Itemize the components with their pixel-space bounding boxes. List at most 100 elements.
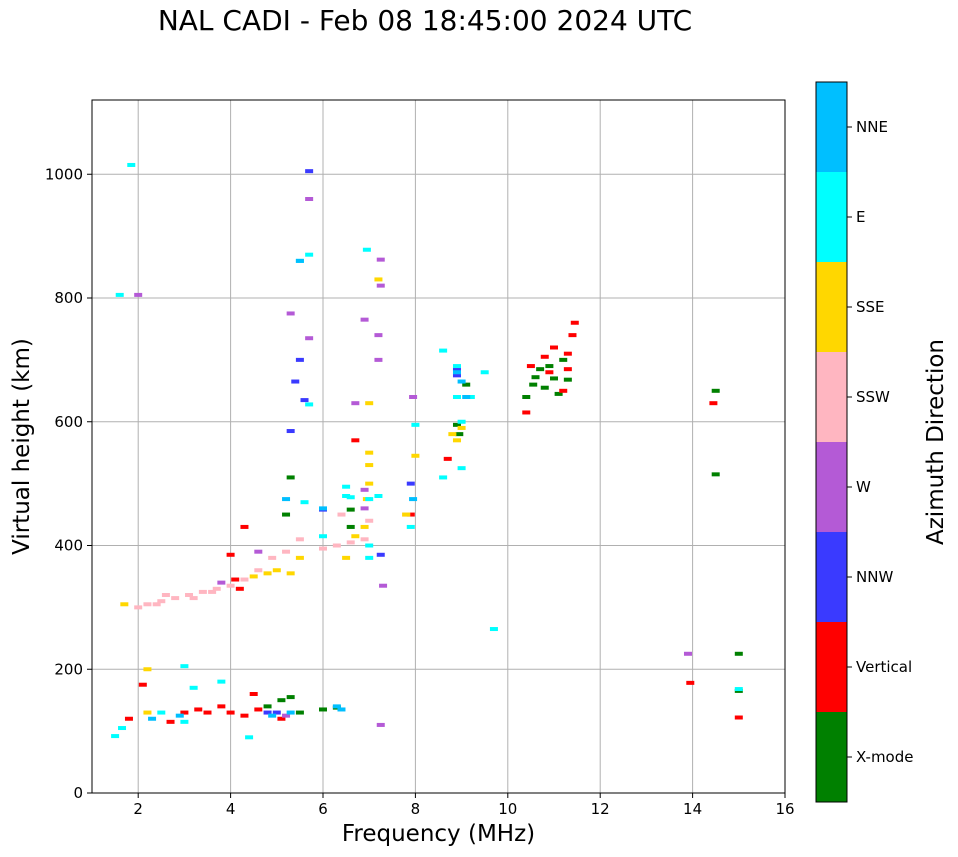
data-point xyxy=(305,252,314,257)
data-point xyxy=(332,543,341,548)
colorbar-tick-label: SSW xyxy=(856,388,890,406)
data-point xyxy=(462,382,471,387)
x-tick-label: 6 xyxy=(318,800,328,818)
data-point xyxy=(286,571,295,576)
data-point xyxy=(545,370,554,375)
data-point xyxy=(466,395,475,399)
data-point xyxy=(337,512,346,517)
data-point xyxy=(263,710,272,715)
data-point xyxy=(319,546,327,551)
data-point xyxy=(342,484,351,489)
data-point xyxy=(351,534,360,539)
data-point xyxy=(300,500,309,505)
data-point xyxy=(208,589,217,594)
data-point xyxy=(734,715,743,720)
colorbar-frame xyxy=(815,81,848,803)
colorbar-segment xyxy=(816,712,847,802)
data-point xyxy=(134,292,143,297)
data-point xyxy=(683,651,692,656)
data-point xyxy=(365,497,374,502)
data-point xyxy=(180,710,189,715)
data-point xyxy=(295,555,304,560)
data-point xyxy=(376,552,385,557)
colorbar-tick-label: X-mode xyxy=(856,748,913,766)
data-point xyxy=(203,710,212,715)
y-tick-label: 800 xyxy=(54,289,83,307)
colorbar-tick-label: Vertical xyxy=(856,658,912,676)
data-point xyxy=(217,580,226,585)
data-point xyxy=(365,401,374,406)
data-point xyxy=(282,713,291,718)
data-point xyxy=(376,283,385,288)
data-point xyxy=(365,543,374,548)
data-point xyxy=(563,377,572,382)
x-tick-label: 16 xyxy=(775,800,794,818)
data-point xyxy=(365,463,374,468)
data-point xyxy=(272,710,281,715)
data-point xyxy=(217,704,226,709)
data-point xyxy=(245,735,254,740)
data-point xyxy=(406,481,415,486)
colorbar-segment xyxy=(816,262,847,352)
data-point xyxy=(198,589,207,594)
y-tick-label: 400 xyxy=(54,537,83,555)
data-point xyxy=(254,568,263,573)
data-point xyxy=(268,713,277,718)
x-axis-label: Frequency (MHz) xyxy=(342,821,535,847)
data-point xyxy=(550,345,558,350)
data-point xyxy=(406,512,415,517)
data-point xyxy=(411,422,420,427)
x-tick-label: 14 xyxy=(683,800,702,818)
data-point xyxy=(166,719,175,724)
data-point xyxy=(143,710,152,715)
data-point xyxy=(277,698,286,703)
colorbar-segment xyxy=(816,442,847,532)
data-point xyxy=(319,707,327,712)
data-point xyxy=(452,438,461,443)
data-point xyxy=(148,716,157,721)
data-point xyxy=(734,651,743,656)
data-point xyxy=(351,438,360,443)
data-point xyxy=(455,432,464,437)
data-point xyxy=(365,555,374,560)
data-point xyxy=(402,512,411,517)
data-point xyxy=(319,506,327,511)
y-tick-label: 1000 xyxy=(45,165,83,183)
data-point xyxy=(439,475,448,480)
data-point xyxy=(457,466,466,471)
colorbar-label: Azimuth Direction xyxy=(923,339,949,545)
y-tick-label: 0 xyxy=(73,784,83,802)
y-axis-label: Virtual height (km) xyxy=(9,338,35,555)
data-point xyxy=(365,450,374,455)
data-point xyxy=(180,719,189,724)
data-point xyxy=(443,456,452,461)
data-point xyxy=(185,593,194,597)
colorbar-segment xyxy=(816,532,847,622)
y-tick-label: 200 xyxy=(54,660,83,678)
data-point xyxy=(734,687,743,692)
data-point xyxy=(529,382,538,387)
data-point xyxy=(249,692,258,696)
data-point xyxy=(291,379,300,384)
data-point xyxy=(360,524,369,529)
data-point xyxy=(709,401,718,406)
data-point xyxy=(522,410,531,415)
data-point xyxy=(570,320,579,325)
data-point xyxy=(457,379,466,384)
data-point xyxy=(711,388,720,393)
data-point xyxy=(295,710,304,715)
x-tick-label: 4 xyxy=(226,800,236,818)
data-point xyxy=(457,425,466,430)
data-point xyxy=(226,552,235,557)
data-point xyxy=(360,317,369,322)
data-point xyxy=(332,704,341,709)
data-point xyxy=(175,713,184,718)
x-tick-label: 10 xyxy=(498,800,517,818)
data-point xyxy=(286,475,295,480)
data-point xyxy=(559,388,568,393)
data-point xyxy=(295,537,304,542)
data-point xyxy=(263,571,272,576)
data-point xyxy=(272,568,281,573)
data-point xyxy=(411,453,420,458)
